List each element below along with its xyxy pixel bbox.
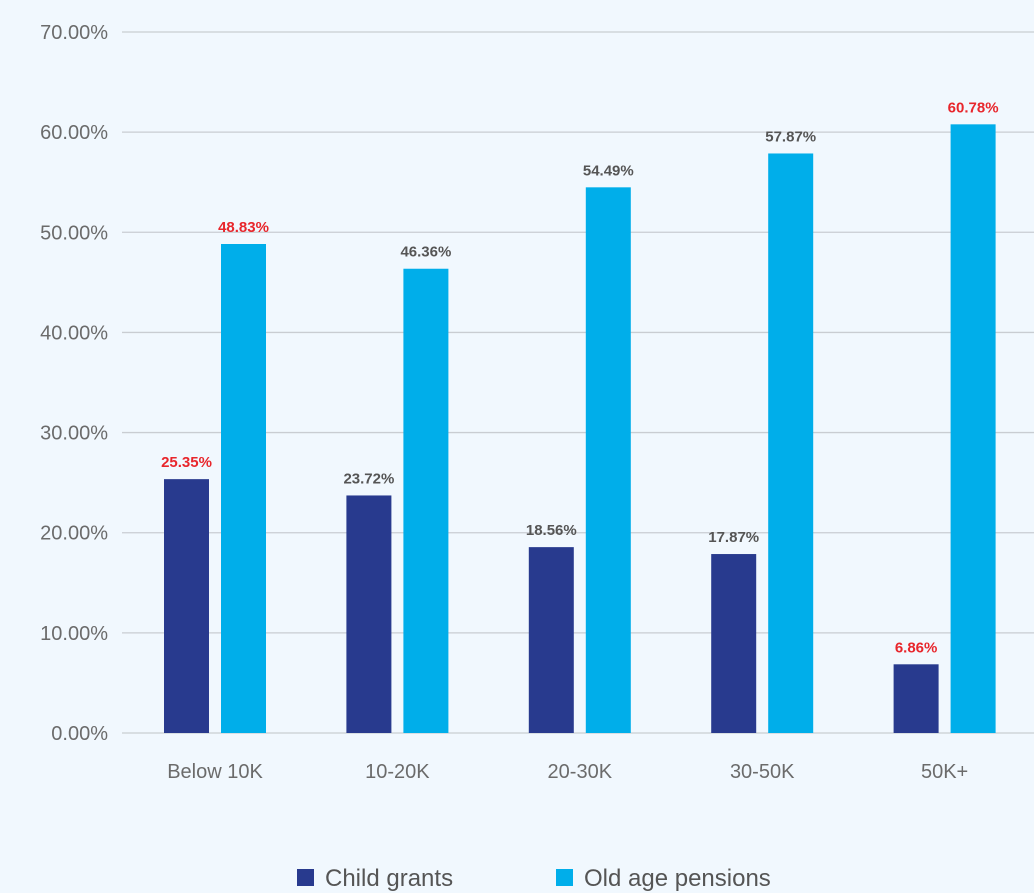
y-tick-label: 0.00% xyxy=(51,723,108,745)
bar-child-grants xyxy=(528,547,574,733)
legend-label-child-grants: Child grants xyxy=(325,865,453,892)
data-label-child-grants: 6.86% xyxy=(895,639,938,656)
data-label-old-age-pensions: 54.49% xyxy=(583,162,634,179)
y-tick-label: 50.00% xyxy=(40,222,108,244)
bars xyxy=(164,124,996,734)
bar-old-age-pensions xyxy=(221,244,266,733)
x-tick-label: 30-50K xyxy=(730,761,795,783)
gridlines xyxy=(122,31,1034,734)
bar-old-age-pensions xyxy=(585,187,631,733)
legend-swatch-child-grants xyxy=(297,869,314,886)
bar-old-age-pensions xyxy=(403,268,449,733)
bar-child-grants xyxy=(346,495,392,733)
data-label-old-age-pensions: 46.36% xyxy=(400,244,451,261)
legend-label-old-age-pensions: Old age pensions xyxy=(584,865,771,892)
x-tick-label: 20-30K xyxy=(548,761,613,783)
data-labels: 25.35% 23.72% 18.56% 17.87% 6.86% 48.83% 46.36… xyxy=(161,99,998,656)
y-tick-label: 40.00% xyxy=(40,322,108,344)
x-tick-label: 50K+ xyxy=(921,761,968,783)
x-tick-label: 10-20K xyxy=(365,761,430,783)
data-label-child-grants: 25.35% xyxy=(161,454,212,471)
x-tick-label: Below 10K xyxy=(167,761,263,783)
data-label-child-grants: 23.72% xyxy=(343,470,394,487)
data-label-old-age-pensions: 57.87% xyxy=(765,128,816,145)
data-label-old-age-pensions: 48.83% xyxy=(218,219,269,236)
y-tick-label: 70.00% xyxy=(40,22,108,44)
bar-child-grants xyxy=(164,479,209,733)
x-axis-ticks: Below 10K 10-20K 20-30K 30-50K 50K+ xyxy=(167,761,968,783)
y-tick-label: 20.00% xyxy=(40,523,108,545)
bar-child-grants xyxy=(893,664,939,733)
legend-swatch-old-age-pensions xyxy=(556,869,573,886)
bar-child-grants xyxy=(711,554,757,733)
bar-old-age-pensions xyxy=(768,153,814,734)
data-label-child-grants: 17.87% xyxy=(708,529,759,546)
legend: Child grants Old age pensions xyxy=(297,865,771,892)
y-tick-label: 60.00% xyxy=(40,122,108,144)
bar-old-age-pensions xyxy=(950,124,996,733)
y-tick-label: 10.00% xyxy=(40,623,108,645)
y-axis-ticks: 0.00% 10.00% 20.00% 30.00% 40.00% 50.00% 60.00… xyxy=(40,22,108,745)
data-label-child-grants: 18.56% xyxy=(526,522,577,539)
y-tick-label: 30.00% xyxy=(40,423,108,445)
data-label-old-age-pensions: 60.78% xyxy=(948,99,999,116)
